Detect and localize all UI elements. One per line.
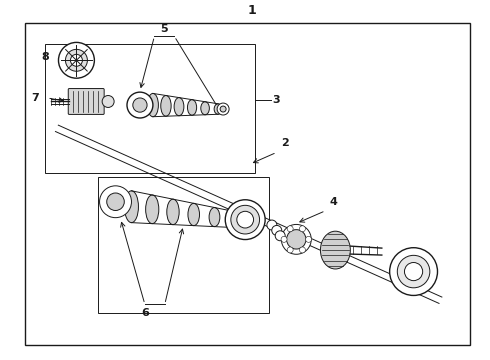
- Circle shape: [272, 225, 282, 235]
- Text: 8: 8: [41, 52, 49, 62]
- Circle shape: [231, 205, 260, 234]
- Circle shape: [237, 211, 254, 228]
- Circle shape: [220, 106, 226, 112]
- Ellipse shape: [230, 212, 240, 228]
- Circle shape: [287, 230, 306, 249]
- Circle shape: [299, 247, 305, 253]
- Ellipse shape: [214, 104, 222, 114]
- Text: 6: 6: [141, 308, 149, 318]
- Bar: [98, 177, 270, 313]
- Circle shape: [306, 237, 312, 242]
- Circle shape: [107, 193, 124, 211]
- FancyBboxPatch shape: [68, 89, 104, 114]
- Text: 7: 7: [31, 93, 39, 103]
- Circle shape: [299, 226, 305, 232]
- Circle shape: [267, 220, 277, 230]
- Circle shape: [390, 248, 438, 296]
- Circle shape: [287, 247, 293, 253]
- Ellipse shape: [167, 199, 179, 225]
- Ellipse shape: [174, 98, 184, 116]
- Circle shape: [99, 186, 131, 218]
- Bar: [45, 44, 255, 173]
- Ellipse shape: [161, 95, 171, 116]
- Circle shape: [287, 226, 293, 232]
- Ellipse shape: [124, 191, 139, 222]
- Circle shape: [71, 54, 82, 66]
- Text: 5: 5: [161, 24, 168, 34]
- Ellipse shape: [209, 207, 220, 226]
- Circle shape: [133, 98, 147, 112]
- Ellipse shape: [146, 195, 159, 224]
- Circle shape: [281, 237, 287, 242]
- Circle shape: [127, 92, 153, 118]
- Circle shape: [404, 262, 423, 281]
- Circle shape: [225, 200, 265, 239]
- Text: 2: 2: [281, 138, 289, 148]
- Ellipse shape: [201, 102, 209, 115]
- Circle shape: [217, 103, 229, 115]
- Ellipse shape: [188, 203, 199, 226]
- Ellipse shape: [320, 231, 350, 269]
- Circle shape: [275, 231, 285, 241]
- Circle shape: [397, 255, 430, 288]
- Circle shape: [102, 95, 114, 107]
- Ellipse shape: [147, 94, 158, 117]
- Text: 1: 1: [248, 4, 257, 17]
- Circle shape: [281, 224, 311, 254]
- Ellipse shape: [188, 100, 196, 115]
- Text: 3: 3: [272, 95, 280, 105]
- Circle shape: [66, 49, 87, 71]
- Text: 4: 4: [330, 197, 338, 207]
- Circle shape: [58, 42, 95, 78]
